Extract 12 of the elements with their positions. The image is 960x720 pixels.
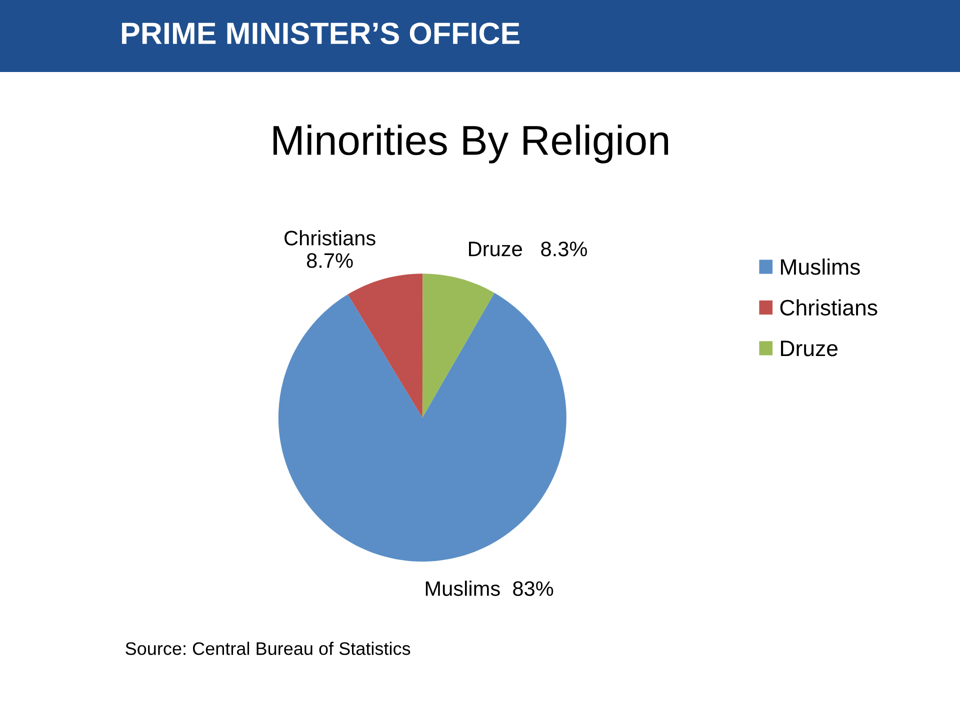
- pie-slice: [348, 274, 423, 418]
- data-label: Christians 8.7%: [284, 230, 376, 268]
- data-label: Muslims 83%: [426, 580, 554, 596]
- chart-title: Minorities By Religion: [274, 124, 668, 164]
- legend-label: Muslims: [781, 258, 860, 275]
- pie-slice: [422, 274, 494, 418]
- legend-label: Christians: [780, 299, 878, 316]
- source-note: Source: Central Bureau of Statistics: [126, 642, 410, 656]
- data-label: Druze 8.3%: [469, 242, 587, 256]
- text: PRIME MINISTER’S OFFICE: [122, 22, 520, 44]
- pie-slice: [278, 292, 566, 562]
- legend-label: Druze: [781, 340, 838, 356]
